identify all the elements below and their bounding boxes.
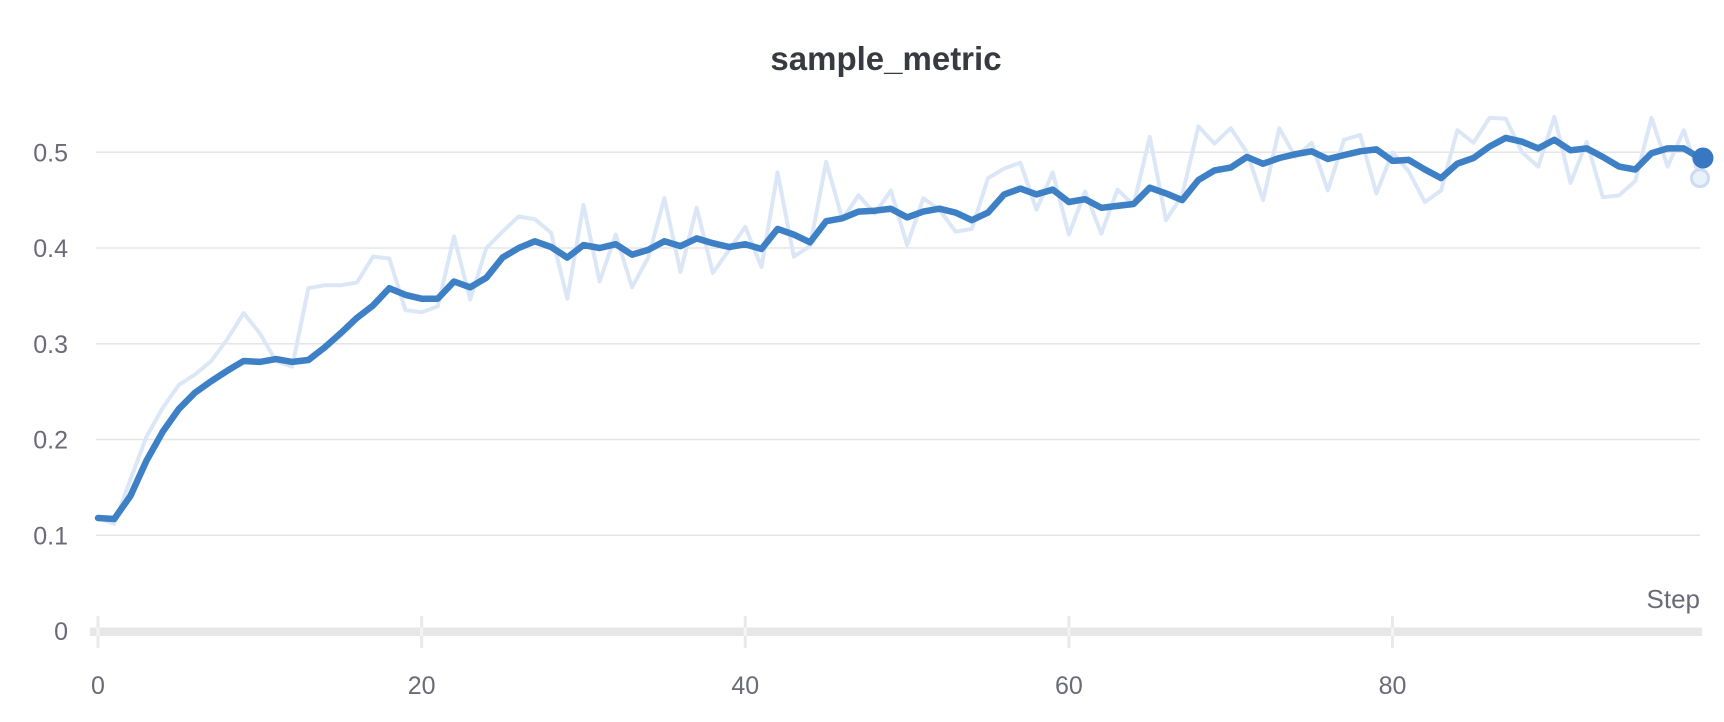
y-tick-label-0.1: 0.1: [33, 522, 68, 550]
y-tick-label-0.5: 0.5: [33, 139, 68, 167]
x-axis-bar: [90, 627, 1702, 636]
x-axis-label: Step: [1647, 584, 1701, 614]
y-tick-label-0.3: 0.3: [33, 331, 68, 359]
y-tick-label-0.4: 0.4: [33, 235, 68, 263]
x-axis-tick-labels: 0 20 40 60 80: [91, 672, 1406, 700]
x-axis: [90, 616, 1702, 648]
raw-metric-line: [96, 114, 1702, 526]
y-tick-label-0: 0: [54, 618, 68, 646]
x-tick-label-60: 60: [1055, 672, 1083, 700]
x-tick-gap-40: [743, 627, 747, 636]
x-tick-label-80: 80: [1379, 672, 1407, 700]
raw-endpoint-ring: [1690, 168, 1710, 189]
y-axis-tick-labels: 0.5 0.4 0.3 0.2 0.1 0: [33, 139, 68, 646]
x-tick-label-0: 0: [91, 672, 105, 700]
plot-hover-area[interactable]: [98, 100, 1700, 631]
y-tick-label-0.2: 0.2: [33, 427, 68, 455]
gridlines: [96, 151, 1700, 536]
x-tick-gap-60: [1067, 627, 1071, 636]
x-tick-label-40: 40: [731, 672, 759, 700]
x-tick-gap-80: [1391, 627, 1395, 636]
x-tick-gap-20: [420, 627, 424, 636]
x-tick-gap-0: [96, 627, 100, 636]
smoothed-metric-line: [94, 134, 1704, 523]
x-tick-label-20: 20: [408, 672, 436, 700]
smoothed-endpoint-dot[interactable]: [1692, 147, 1714, 169]
chart-title: sample_metric: [770, 40, 1001, 77]
